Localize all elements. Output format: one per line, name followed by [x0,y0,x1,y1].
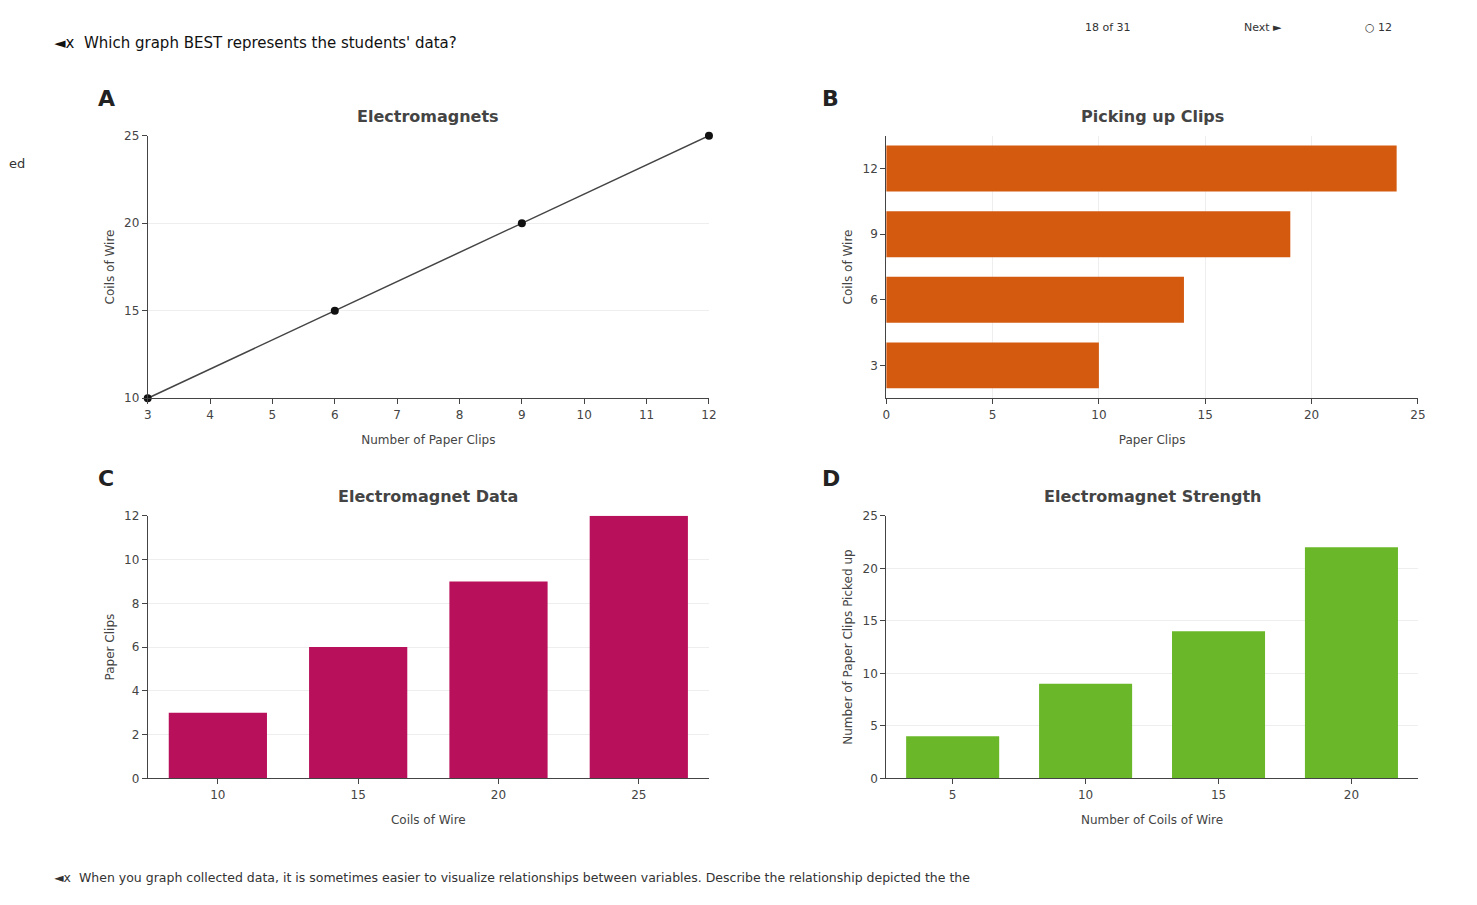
svg-text:Number of Paper Clips: Number of Paper Clips [361,433,495,447]
svg-text:10: 10 [124,553,139,567]
svg-text:20: 20 [1304,408,1319,422]
svg-text:Picking up Clips: Picking up Clips [1081,107,1224,126]
svg-text:10: 10 [124,391,139,405]
svg-text:25: 25 [863,509,878,523]
svg-text:11: 11 [639,408,654,422]
svg-text:15: 15 [351,788,366,802]
svg-text:4: 4 [206,408,214,422]
svg-text:A: A [98,86,115,111]
svg-text:2: 2 [132,728,140,742]
svg-text:12: 12 [701,408,716,422]
svg-text:5: 5 [949,788,957,802]
svg-text:6: 6 [331,408,339,422]
svg-text:25: 25 [631,788,646,802]
svg-text:3: 3 [870,359,878,373]
svg-text:Electromagnet Data: Electromagnet Data [338,487,518,506]
svg-text:Coils of Wire: Coils of Wire [841,230,855,305]
svg-text:6: 6 [870,293,878,307]
svg-text:20: 20 [124,216,139,230]
svg-text:Number of Paper Clips Picked u: Number of Paper Clips Picked up [841,549,855,744]
svg-text:5: 5 [870,719,878,733]
svg-text:◄x When you graph collected d: ◄x When you graph collected data, it is … [54,870,970,885]
svg-text:5: 5 [989,408,997,422]
svg-text:Paper Clips: Paper Clips [103,614,117,681]
svg-text:◄x Which graph BEST represent: ◄x Which graph BEST represents the stude… [54,34,457,52]
svg-text:9: 9 [518,408,526,422]
svg-text:Number of Coils of Wire: Number of Coils of Wire [1081,813,1223,827]
svg-text:C: C [98,466,114,491]
svg-text:8: 8 [456,408,464,422]
svg-text:7: 7 [393,408,401,422]
svg-text:15: 15 [863,614,878,628]
svg-text:9: 9 [870,227,878,241]
svg-text:15: 15 [124,304,139,318]
svg-text:Electromagnets: Electromagnets [357,107,499,126]
svg-text:15: 15 [1211,788,1226,802]
svg-text:25: 25 [124,129,139,143]
svg-text:Electromagnet Strength: Electromagnet Strength [1044,487,1261,506]
svg-text:8: 8 [132,597,140,611]
svg-text:5: 5 [269,408,277,422]
svg-text:Coils of Wire: Coils of Wire [391,813,466,827]
svg-text:12: 12 [863,162,878,176]
svg-text:0: 0 [870,772,878,786]
svg-text:○ 12: ○ 12 [1365,21,1392,34]
svg-text:4: 4 [132,684,140,698]
svg-text:ed: ed [9,156,25,171]
svg-text:10: 10 [1078,788,1093,802]
svg-text:15: 15 [1198,408,1213,422]
svg-text:20: 20 [863,562,878,576]
svg-text:20: 20 [491,788,506,802]
svg-text:B: B [822,86,839,111]
svg-text:18 of 31: 18 of 31 [1085,21,1131,34]
svg-text:Next ►: Next ► [1244,21,1282,34]
svg-text:10: 10 [210,788,225,802]
svg-text:Paper Clips: Paper Clips [1119,433,1186,447]
svg-text:D: D [822,466,840,491]
svg-text:25: 25 [1410,408,1425,422]
svg-text:6: 6 [132,640,140,654]
svg-text:Coils of Wire: Coils of Wire [103,230,117,305]
svg-text:10: 10 [577,408,592,422]
svg-text:10: 10 [1091,408,1106,422]
svg-text:10: 10 [863,667,878,681]
svg-text:12: 12 [124,509,139,523]
svg-text:20: 20 [1344,788,1359,802]
svg-text:0: 0 [882,408,890,422]
svg-text:0: 0 [132,772,140,786]
svg-text:3: 3 [144,408,152,422]
